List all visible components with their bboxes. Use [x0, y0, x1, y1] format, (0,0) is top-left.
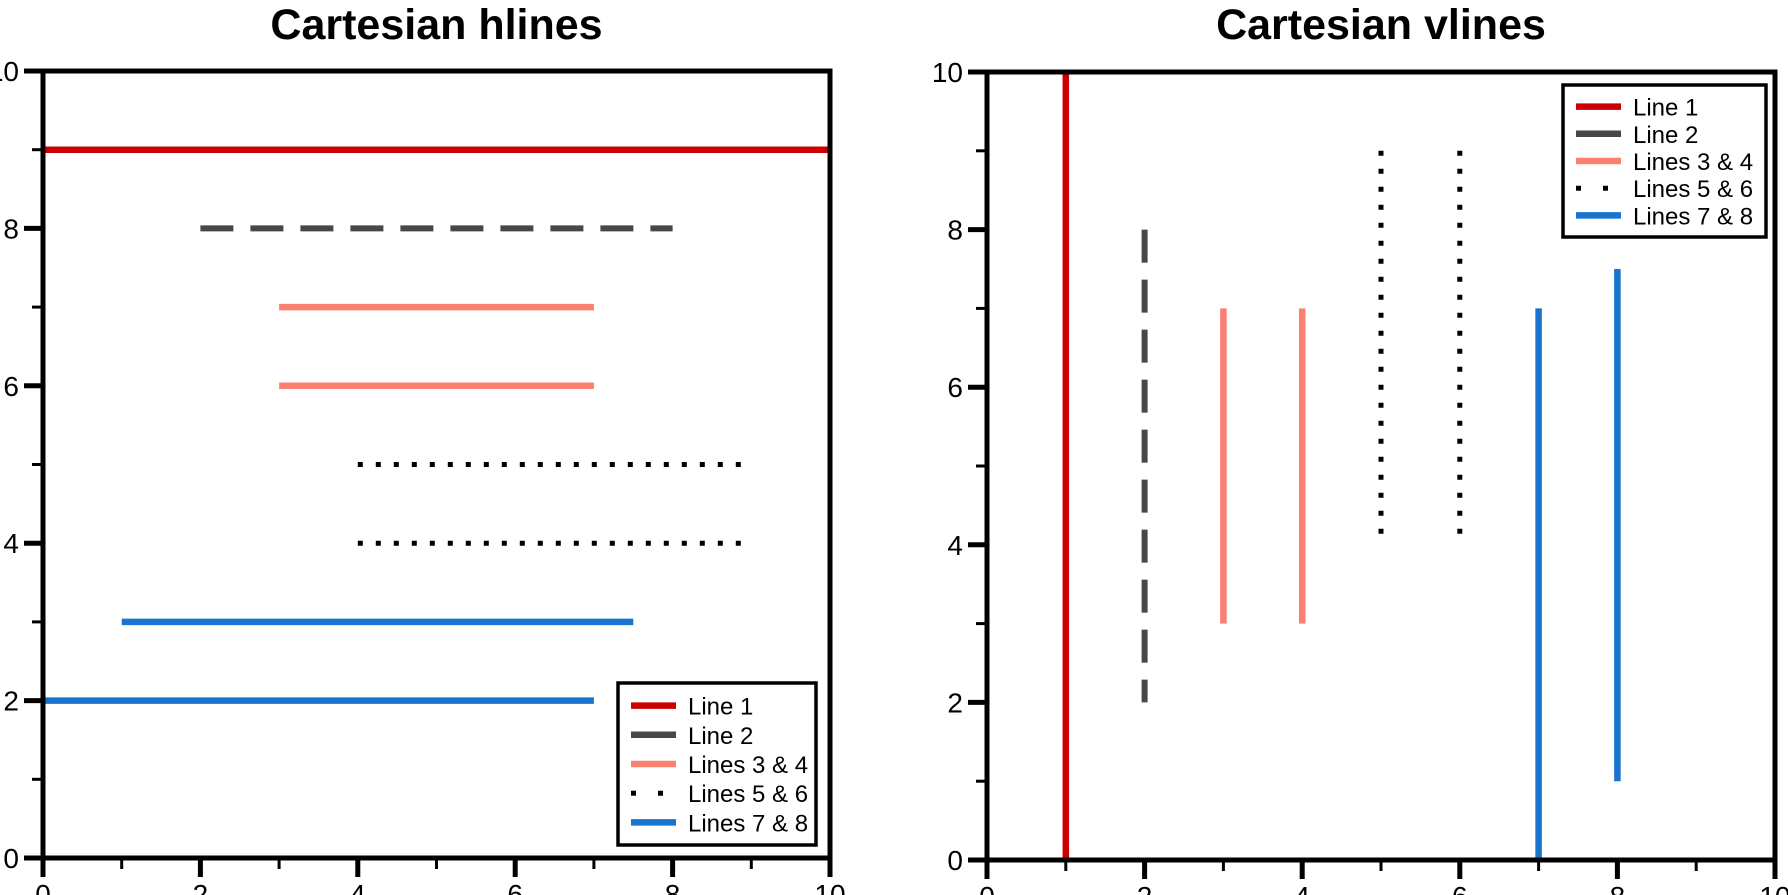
x-tick-label: 2	[1137, 881, 1153, 895]
y-tick-label: 2	[3, 686, 19, 717]
y-tick-label: 4	[947, 530, 963, 561]
hlines-panel: Cartesian hlines 02468100246810Line 1Lin…	[0, 1, 846, 895]
x-tick-label: 10	[1759, 881, 1788, 895]
legend-label: Line 2	[688, 723, 753, 750]
x-tick-label: 6	[507, 879, 523, 895]
legend-label: Lines 7 & 8	[1633, 203, 1753, 230]
y-tick-label: 0	[3, 843, 19, 874]
x-tick-label: 4	[350, 879, 366, 895]
y-tick-label: 10	[0, 56, 19, 87]
y-tick-label: 6	[3, 371, 19, 402]
axes-frame	[984, 69, 1778, 863]
legend-label: Lines 5 & 6	[1633, 176, 1753, 203]
y-tick-label: 6	[947, 372, 963, 403]
y-tick-label: 4	[3, 528, 19, 559]
legend-label: Line 1	[688, 694, 753, 721]
x-tick-label: 0	[35, 879, 51, 895]
legend-label: Lines 7 & 8	[688, 810, 808, 837]
x-tick-label: 2	[193, 879, 209, 895]
vlines-chart-title: Cartesian vlines	[1216, 1, 1546, 49]
vlines-panel: Cartesian vlines 02468100246810Line 1Lin…	[894, 0, 1788, 895]
y-tick-label: 0	[947, 845, 963, 876]
y-tick-label: 8	[3, 213, 19, 244]
legend-label: Lines 3 & 4	[688, 752, 808, 779]
axes-frame	[40, 68, 833, 861]
y-tick-label: 2	[947, 687, 963, 718]
x-tick-label: 8	[1610, 881, 1626, 895]
hlines-chart-title: Cartesian hlines	[270, 1, 603, 49]
legend-label: Lines 5 & 6	[688, 781, 808, 808]
legend-label: Line 2	[1633, 122, 1698, 149]
y-tick-label: 8	[947, 215, 963, 246]
x-tick-label: 0	[979, 881, 995, 895]
x-tick-label: 6	[1452, 881, 1468, 895]
y-tick-label: 10	[932, 57, 963, 88]
legend-label: Lines 3 & 4	[1633, 149, 1753, 176]
x-tick-label: 4	[1294, 881, 1310, 895]
x-tick-label: 10	[814, 879, 845, 895]
legend-label: Line 1	[1633, 95, 1698, 122]
x-tick-label: 8	[665, 879, 681, 895]
